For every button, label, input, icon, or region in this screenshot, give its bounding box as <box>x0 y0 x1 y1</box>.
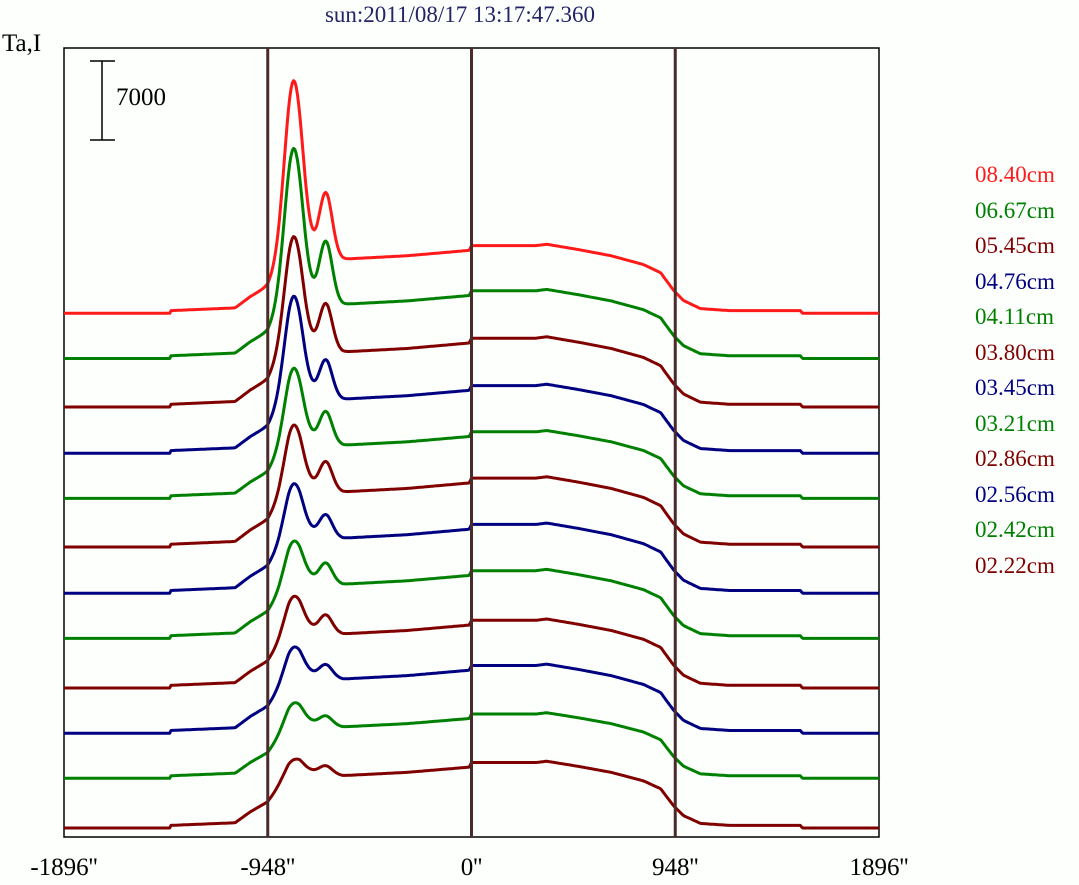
legend-entry: 05.45cm <box>975 233 1055 258</box>
legend-entry: 03.45cm <box>975 375 1055 400</box>
x-tick-label: -948'' <box>240 854 296 881</box>
legend-entry: 02.56cm <box>975 481 1055 507</box>
x-tick-label: -1896'' <box>30 854 98 881</box>
legend: 08.40cm 06.67cm 05.45cm 04.76cm 04.11cm 03.80… <box>975 160 1055 586</box>
legend-entry: 02.42cm <box>975 517 1055 542</box>
legend-entry: 03.80cm <box>975 339 1055 365</box>
legend-entry: 03.21cm <box>975 410 1055 436</box>
legend-entry: 02.22cm <box>975 552 1055 578</box>
x-tick-label: 948'' <box>651 854 699 881</box>
legend-entry: 04.11cm <box>975 304 1054 329</box>
y-axis-label: Ta,I <box>2 30 42 57</box>
x-tick-label: 0'' <box>460 854 483 881</box>
legend-entry: 04.76cm <box>975 268 1055 294</box>
legend-entry: 06.67cm <box>975 197 1055 223</box>
legend-entry: 08.40cm <box>975 162 1055 187</box>
legend-entry: 02.86cm <box>975 446 1055 471</box>
x-tick-label: 1896'' <box>849 854 909 881</box>
chart-title: sun:2011/08/17 13:17:47.360 <box>324 2 596 27</box>
scale-bar-label: 7000 <box>116 84 166 111</box>
